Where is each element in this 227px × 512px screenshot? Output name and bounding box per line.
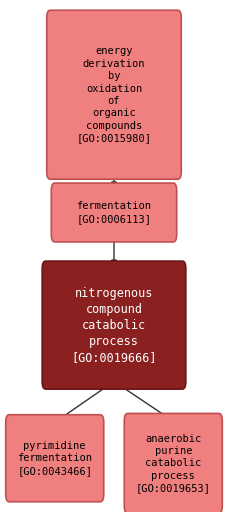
Text: pyrimidine
fermentation
[GO:0043466]: pyrimidine fermentation [GO:0043466] — [17, 441, 92, 476]
FancyBboxPatch shape — [6, 415, 103, 502]
FancyBboxPatch shape — [42, 261, 185, 389]
Text: anaerobic
purine
catabolic
process
[GO:0019653]: anaerobic purine catabolic process [GO:0… — [135, 434, 210, 493]
Text: nitrogenous
compound
catabolic
process
[GO:0019666]: nitrogenous compound catabolic process [… — [71, 287, 156, 364]
FancyBboxPatch shape — [47, 10, 180, 179]
FancyBboxPatch shape — [51, 183, 176, 242]
Text: fermentation
[GO:0006113]: fermentation [GO:0006113] — [76, 201, 151, 224]
Text: energy
derivation
by
oxidation
of
organic
compounds
[GO:0015980]: energy derivation by oxidation of organi… — [76, 46, 151, 143]
FancyBboxPatch shape — [124, 414, 221, 512]
